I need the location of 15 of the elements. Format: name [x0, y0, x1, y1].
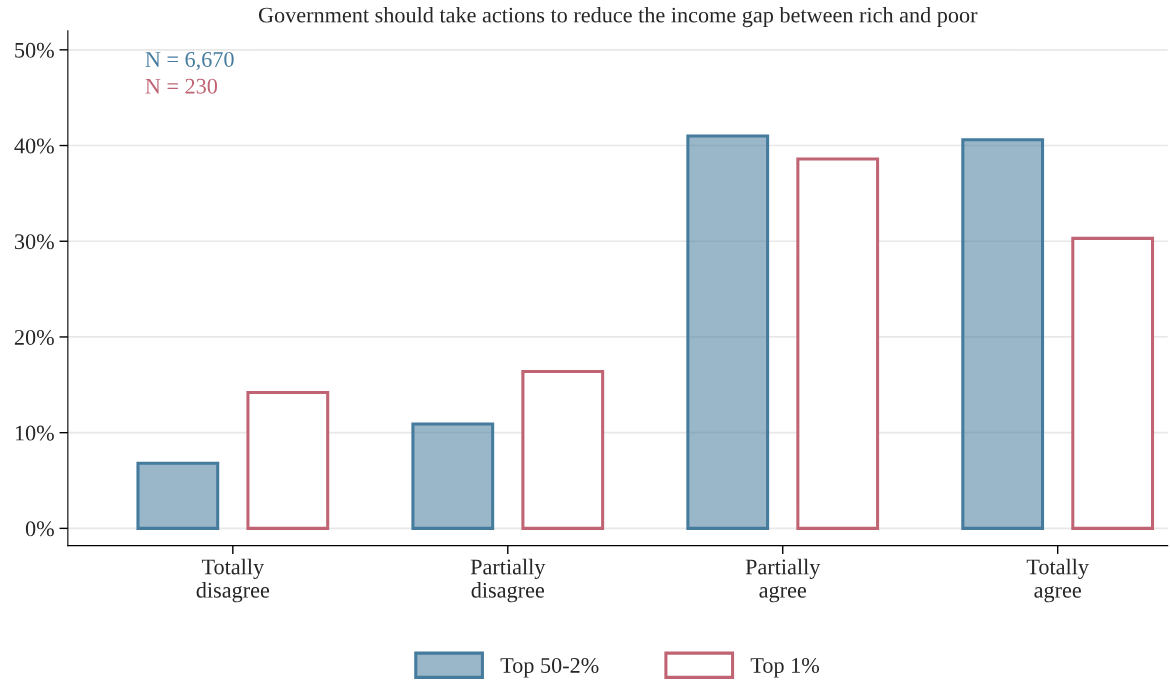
- x-tick-label: Totally disagree: [196, 558, 270, 603]
- y-tick-label: 20%: [14, 329, 54, 345]
- x-tick-label: Partially disagree: [470, 558, 546, 603]
- y-tick-label: 30%: [15, 234, 54, 250]
- x-tick-label: Totally agree: [1026, 558, 1089, 603]
- chart-title: Government should take actions to reduce the income gap between rich and poor: [258, 6, 978, 28]
- x-tick-label: Partially agree: [745, 558, 821, 603]
- legend-label: Top 1%: [750, 657, 820, 678]
- annotation: N = 230: [145, 78, 218, 94]
- y-tick-label: 50%: [15, 42, 54, 58]
- y-tick-label: 40%: [14, 138, 54, 154]
- y-tick-label: 0%: [25, 521, 54, 537]
- annotation: N = 6,670: [145, 51, 234, 71]
- y-tick-label: 10%: [15, 425, 54, 441]
- legend-label: Top 50-2%: [500, 657, 599, 678]
